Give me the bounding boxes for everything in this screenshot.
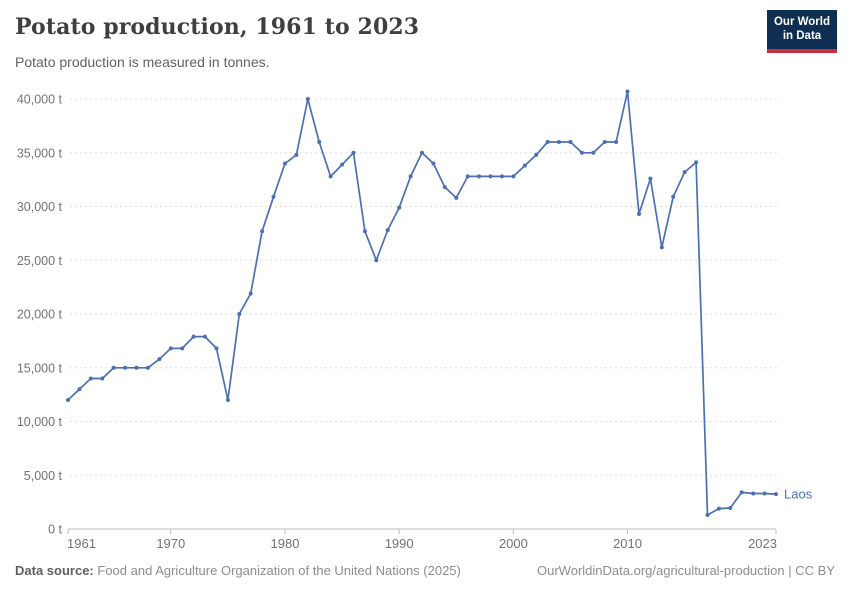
data-point-marker[interactable] xyxy=(191,334,196,339)
data-point-marker[interactable] xyxy=(511,174,516,179)
data-point-marker[interactable] xyxy=(682,170,687,175)
data-point-marker[interactable] xyxy=(180,346,185,351)
license-link[interactable]: CC BY xyxy=(795,563,835,578)
data-point-marker[interactable] xyxy=(248,291,253,296)
data-point-marker[interactable] xyxy=(168,346,173,351)
data-point-marker[interactable] xyxy=(454,195,459,200)
data-point-marker[interactable] xyxy=(751,491,756,496)
y-tick-label: 0 t xyxy=(48,523,62,537)
data-point-marker[interactable] xyxy=(408,174,413,179)
data-point-marker[interactable] xyxy=(66,398,70,402)
data-point-marker[interactable] xyxy=(362,229,367,234)
data-point-marker[interactable] xyxy=(465,174,470,179)
data-point-marker[interactable] xyxy=(499,174,504,179)
data-point-marker[interactable] xyxy=(545,140,550,144)
data-point-marker[interactable] xyxy=(774,492,778,497)
data-point-marker[interactable] xyxy=(522,163,527,168)
data-point-marker[interactable] xyxy=(420,150,424,155)
data-point-marker[interactable] xyxy=(123,365,128,370)
x-tick-label: 2010 xyxy=(613,536,642,551)
data-point-marker[interactable] xyxy=(145,365,150,370)
y-tick-label: 15,000 t xyxy=(17,361,63,375)
data-point-marker[interactable] xyxy=(283,161,287,166)
data-point-marker[interactable] xyxy=(225,398,230,402)
data-point-marker[interactable] xyxy=(442,185,447,190)
data-point-marker[interactable] xyxy=(579,150,584,155)
data-point-marker[interactable] xyxy=(648,176,653,181)
data-point-marker[interactable] xyxy=(614,140,619,144)
data-point-marker[interactable] xyxy=(294,152,299,157)
data-point-marker[interactable] xyxy=(351,150,356,155)
data-point-marker[interactable] xyxy=(671,194,676,199)
data-source-label: Data source: xyxy=(15,563,94,578)
data-source: Data source: Food and Agriculture Organi… xyxy=(15,563,461,578)
x-tick-label: 1970 xyxy=(156,536,185,551)
data-point-marker[interactable] xyxy=(328,174,333,179)
y-tick-label: 20,000 t xyxy=(17,308,63,322)
data-point-marker[interactable] xyxy=(637,212,641,216)
chart-title: Potato production, 1961 to 2023 xyxy=(15,14,420,40)
data-point-marker[interactable] xyxy=(694,160,699,165)
series-line xyxy=(67,90,777,516)
data-point-marker[interactable] xyxy=(659,245,664,250)
data-point-marker[interactable] xyxy=(77,387,82,392)
data-point-marker[interactable] xyxy=(477,174,482,179)
data-point-marker[interactable] xyxy=(625,89,630,94)
data-point-marker[interactable] xyxy=(317,140,322,144)
data-source-text: Food and Agriculture Organization of the… xyxy=(97,563,461,578)
owid-logo-line1: Our World xyxy=(773,16,830,28)
data-point-marker[interactable] xyxy=(716,506,721,511)
data-point-marker[interactable] xyxy=(134,365,139,370)
y-tick-label: 40,000 t xyxy=(17,93,63,107)
chart-subtitle: Potato production is measured in tonnes. xyxy=(15,54,270,70)
data-point-marker[interactable] xyxy=(305,97,310,101)
data-point-marker[interactable] xyxy=(431,161,436,166)
data-point-marker[interactable] xyxy=(203,334,207,339)
data-point-marker[interactable] xyxy=(705,513,710,517)
x-tick-label: 1990 xyxy=(385,536,414,551)
data-point-marker[interactable] xyxy=(88,376,93,381)
data-point-marker[interactable] xyxy=(397,205,402,210)
owid-logo-line2: in Data xyxy=(782,29,822,42)
data-point-marker[interactable] xyxy=(237,312,242,316)
line-chart-canvas: 0 t 5,000 t 10,000 t 15,000 t 20,000 t 25,000… xyxy=(17,89,813,551)
data-point-marker[interactable] xyxy=(214,346,219,351)
data-point-marker[interactable] xyxy=(728,506,733,510)
y-tick-label: 5,000 t xyxy=(24,469,63,483)
data-point-marker[interactable] xyxy=(157,357,162,362)
data-point-marker[interactable] xyxy=(602,140,607,144)
x-tick-label: 1980 xyxy=(271,536,300,551)
y-tick-label: 30,000 t xyxy=(17,200,63,214)
footer-separator: | xyxy=(788,563,792,578)
data-point-marker[interactable] xyxy=(271,194,276,199)
data-point-marker[interactable] xyxy=(591,150,596,155)
chart-footer: Data source: Food and Agriculture Organi… xyxy=(15,563,835,578)
data-point-marker[interactable] xyxy=(557,140,561,144)
data-point-marker[interactable] xyxy=(568,140,573,144)
data-point-marker[interactable] xyxy=(374,258,379,263)
footer-links: OurWorldinData.org/agricultural-producti… xyxy=(537,563,835,578)
data-point-marker[interactable] xyxy=(100,376,105,381)
data-point-marker[interactable] xyxy=(534,152,539,157)
data-point-marker[interactable] xyxy=(260,229,265,234)
owid-url-link[interactable]: OurWorldinData.org/agricultural-producti… xyxy=(537,563,785,578)
y-tick-label: 35,000 t xyxy=(17,146,63,160)
x-tick-label: 2023 xyxy=(748,536,777,551)
data-point-marker[interactable] xyxy=(111,365,116,370)
data-point-marker[interactable] xyxy=(739,490,744,495)
y-tick-label: 10,000 t xyxy=(17,415,63,429)
data-point-marker[interactable] xyxy=(385,228,390,233)
x-tick-label: 2000 xyxy=(499,536,528,551)
data-point-marker[interactable] xyxy=(488,174,493,179)
series-label-laos[interactable]: Laos xyxy=(784,487,813,502)
y-tick-label: 25,000 t xyxy=(17,254,63,268)
data-point-marker[interactable] xyxy=(762,491,767,496)
x-tick-label: 1961 xyxy=(67,536,96,551)
owid-logo[interactable]: Our World in Data xyxy=(767,10,837,53)
data-point-marker[interactable] xyxy=(340,162,345,167)
